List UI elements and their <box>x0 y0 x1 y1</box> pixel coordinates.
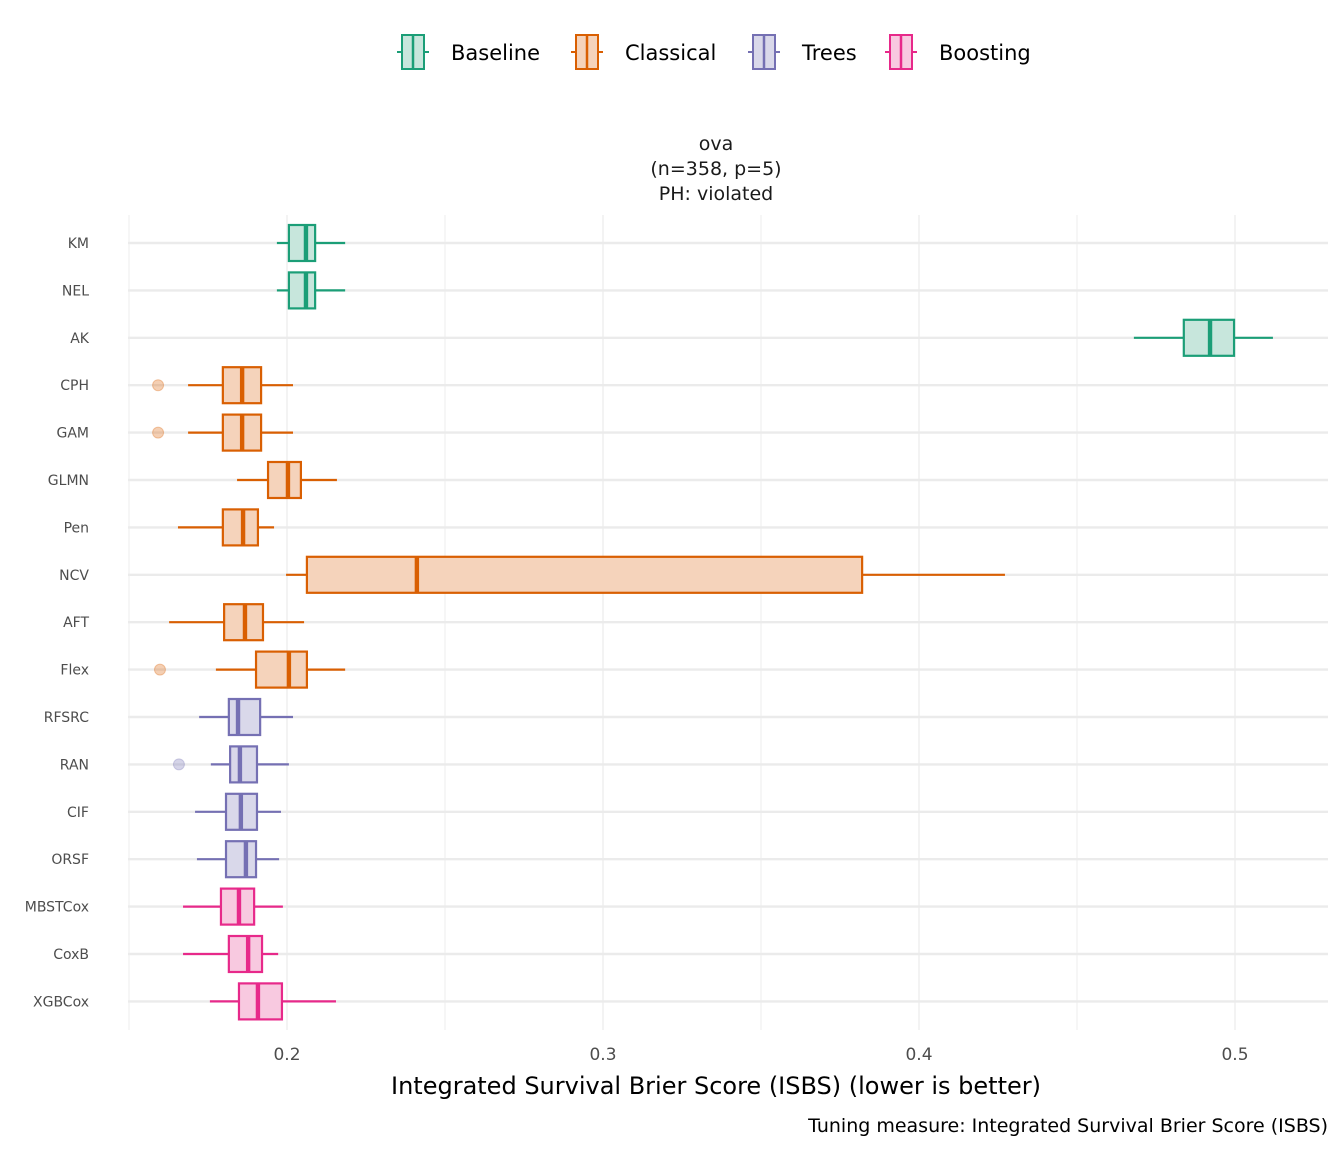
box-iqr <box>305 555 864 594</box>
y-tick-label: RAN <box>60 757 89 773</box>
legend-label: Baseline <box>451 41 540 65</box>
box-iqr <box>237 982 284 1021</box>
box-pen <box>177 508 275 547</box>
box-orsf <box>196 840 280 879</box>
box-iqr <box>224 840 258 879</box>
y-tick-label: Pen <box>64 520 89 536</box>
facet-title-line-1: ova <box>699 133 734 155</box>
box-nel <box>276 271 346 310</box>
facet-title-line-2: (n=358, p=5) <box>650 158 781 180</box>
legend: Baseline Classical Trees Boosting <box>397 34 1031 70</box>
box-mbstcox <box>183 887 283 926</box>
box-iqr <box>266 460 303 500</box>
y-tick-label: CPH <box>60 378 89 394</box>
box-gam <box>152 413 294 452</box>
y-tick-label: Flex <box>60 663 89 679</box>
box-aft <box>169 603 305 642</box>
facet-title-line-3: PH: violated <box>659 183 773 205</box>
box-xgbcox <box>209 982 336 1021</box>
y-tick-label: GAM <box>56 426 89 442</box>
box-iqr <box>229 745 259 784</box>
y-tick-label: AK <box>70 331 90 347</box>
y-tick-label: NEL <box>62 283 89 299</box>
outlier-point <box>153 663 166 676</box>
caption: Tuning measure: Integrated Survival Brie… <box>807 1115 1328 1137</box>
boxes <box>152 223 1273 1021</box>
legend-item-trees: Trees <box>748 34 857 70</box>
box-iqr <box>227 934 264 974</box>
box-iqr <box>221 508 260 547</box>
legend-label: Trees <box>801 41 857 65</box>
box-iqr <box>287 223 317 263</box>
legend-key-icon <box>748 34 780 70</box>
outlier-point <box>152 379 165 392</box>
x-tick-label: 0.4 <box>905 1045 932 1065</box>
box-glmn <box>237 460 337 500</box>
box-iqr <box>287 271 317 310</box>
y-tick-label: MBSTCox <box>25 900 89 916</box>
legend-label: Classical <box>625 41 716 65</box>
x-tick-label: 0.3 <box>589 1045 616 1065</box>
box-ncv <box>286 555 1005 594</box>
box-iqr <box>254 650 309 689</box>
box-cif <box>195 792 281 831</box>
legend-key-icon <box>571 34 603 70</box>
y-tick-label: AFT <box>63 615 89 631</box>
y-tick-label: XGBCox <box>33 994 89 1010</box>
box-ak <box>1133 318 1273 357</box>
box-km <box>276 223 346 263</box>
legend-key-icon <box>397 34 429 70</box>
box-rfsrc <box>199 697 294 737</box>
facet-title: ova (n=358, p=5) PH: violated <box>650 133 781 205</box>
legend-key-icon <box>885 34 917 70</box>
y-tick-label: RFSRC <box>44 710 89 726</box>
x-tick-label: 0.5 <box>1221 1045 1248 1065</box>
legend-item-boosting: Boosting <box>885 34 1031 70</box>
x-tick-label: 0.2 <box>273 1045 300 1065</box>
y-tick-label: ORSF <box>51 852 89 868</box>
x-axis: 0.2 0.3 0.4 0.5 <box>273 1045 1248 1065</box>
y-tick-label: KM <box>68 236 89 252</box>
y-axis: KM NEL AK CPH GAM GLMN Pen NCV AFT Flex RFSRC RAN CI… <box>25 236 90 1010</box>
box-cph <box>152 366 294 405</box>
box-coxb <box>183 934 279 974</box>
y-tick-label: NCV <box>59 568 89 584</box>
box-flex <box>153 650 346 689</box>
box-ran <box>172 745 289 784</box>
outlier-point <box>152 426 165 439</box>
outlier-point <box>172 758 185 771</box>
legend-item-classical: Classical <box>571 34 716 70</box>
y-tick-label: CoxB <box>53 947 89 963</box>
x-axis-label: Integrated Survival Brier Score (ISBS) (… <box>391 1072 1041 1100</box>
legend-item-baseline: Baseline <box>397 34 540 70</box>
box-iqr <box>227 697 262 737</box>
legend-label: Boosting <box>939 41 1031 65</box>
y-tick-label: CIF <box>67 805 89 821</box>
y-tick-label: GLMN <box>48 473 89 489</box>
